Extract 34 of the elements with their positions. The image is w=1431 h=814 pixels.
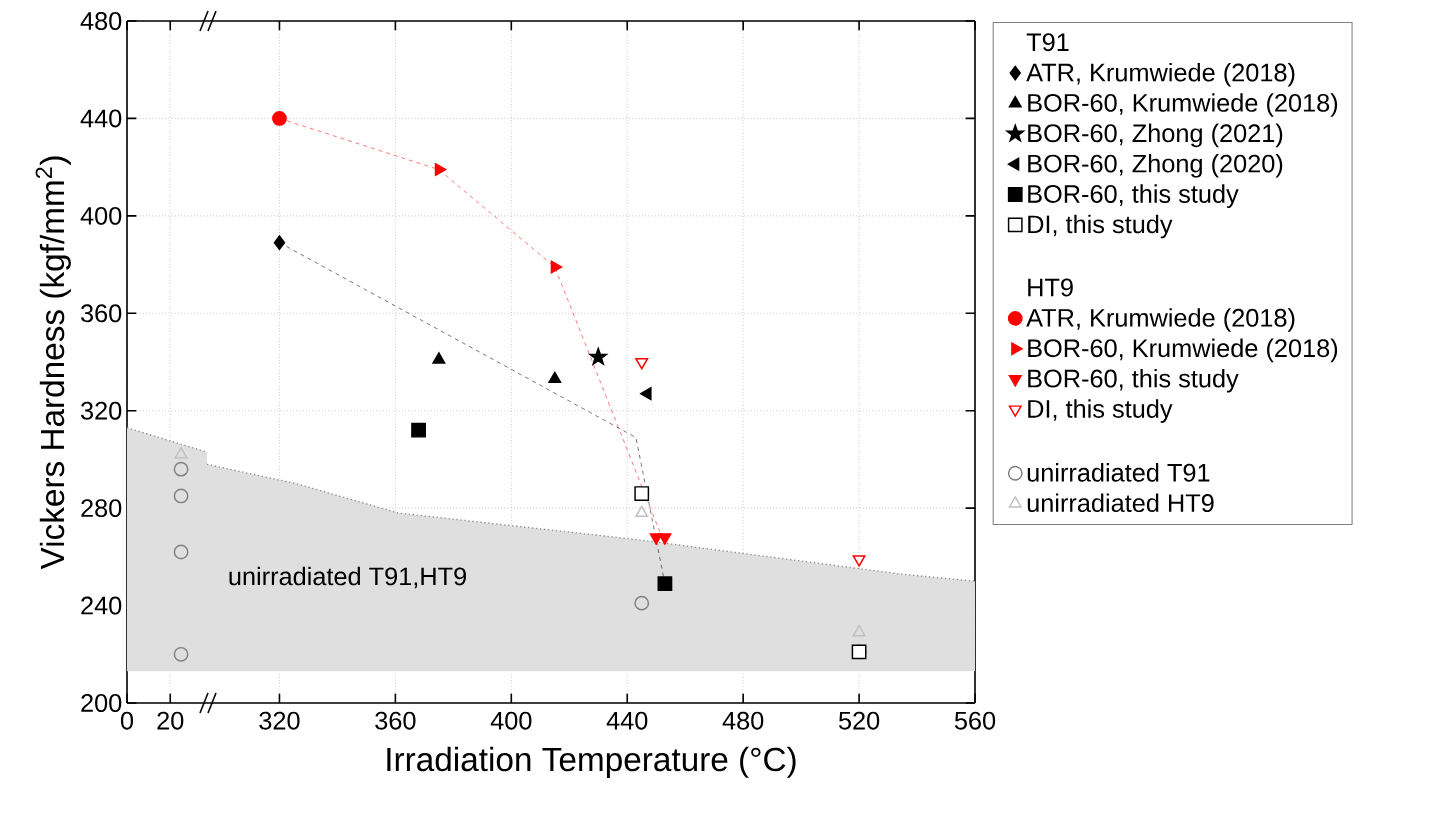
legend-label: DI, this study — [1028, 399, 1173, 423]
x-tick-label: 400 — [490, 711, 532, 730]
y-tick-label: 360 — [80, 304, 122, 323]
y-tick-label: 320 — [80, 401, 122, 420]
legend-label: unirradiated T91 — [1027, 463, 1210, 482]
y-tick-label: 240 — [81, 596, 122, 615]
legend-label: unirradiated HT9 — [1027, 493, 1214, 513]
x-tick-label: 520 — [838, 711, 880, 730]
legend-label: BOR-60, Zhong (2020) — [1028, 153, 1283, 178]
x-tick-label: 20 — [157, 711, 184, 730]
legend-label: BOR-60, Krumwiede (2018) — [1028, 338, 1338, 363]
legend-label: BOR-60, this study — [1028, 184, 1239, 208]
legend-label: BOR-60, Zhong (2021) — [1028, 123, 1283, 148]
legend-label: DI, this study — [1028, 214, 1173, 239]
x-tick-label: 320 — [259, 711, 300, 730]
legend-label: BOR-60, this study — [1028, 368, 1239, 393]
y-tick-label: 440 — [80, 109, 122, 128]
y-tick-label: 200 — [81, 694, 122, 712]
y-tick-label: 280 — [81, 499, 122, 518]
y-tick-label: 480 — [80, 12, 122, 30]
x-tick-label: 440 — [606, 711, 648, 730]
series-label: unirradiated T91,HT9 — [229, 566, 466, 589]
legend-label: ATR, Krumwiede (2018) — [1026, 308, 1295, 332]
x-tick-label: 0 — [120, 711, 134, 730]
y-tick-label: 400 — [80, 206, 122, 225]
x-tick-label: 480 — [722, 711, 764, 730]
text: T91 — [1026, 33, 1069, 52]
legend-label: ATR, Krumwiede (2018) — [1026, 62, 1295, 87]
x-tick-label: 360 — [375, 711, 416, 730]
y-axis-title: Vickers Hardness (kgf/mm$^{2}$) — [35, 156, 71, 570]
x-axis-title: Irradiation Temperature (°C) — [387, 746, 796, 778]
legend-label: BOR-60, Krumwiede (2018) — [1028, 93, 1338, 117]
text: HT9 — [1028, 278, 1073, 297]
x-tick-label: 560 — [954, 711, 996, 730]
